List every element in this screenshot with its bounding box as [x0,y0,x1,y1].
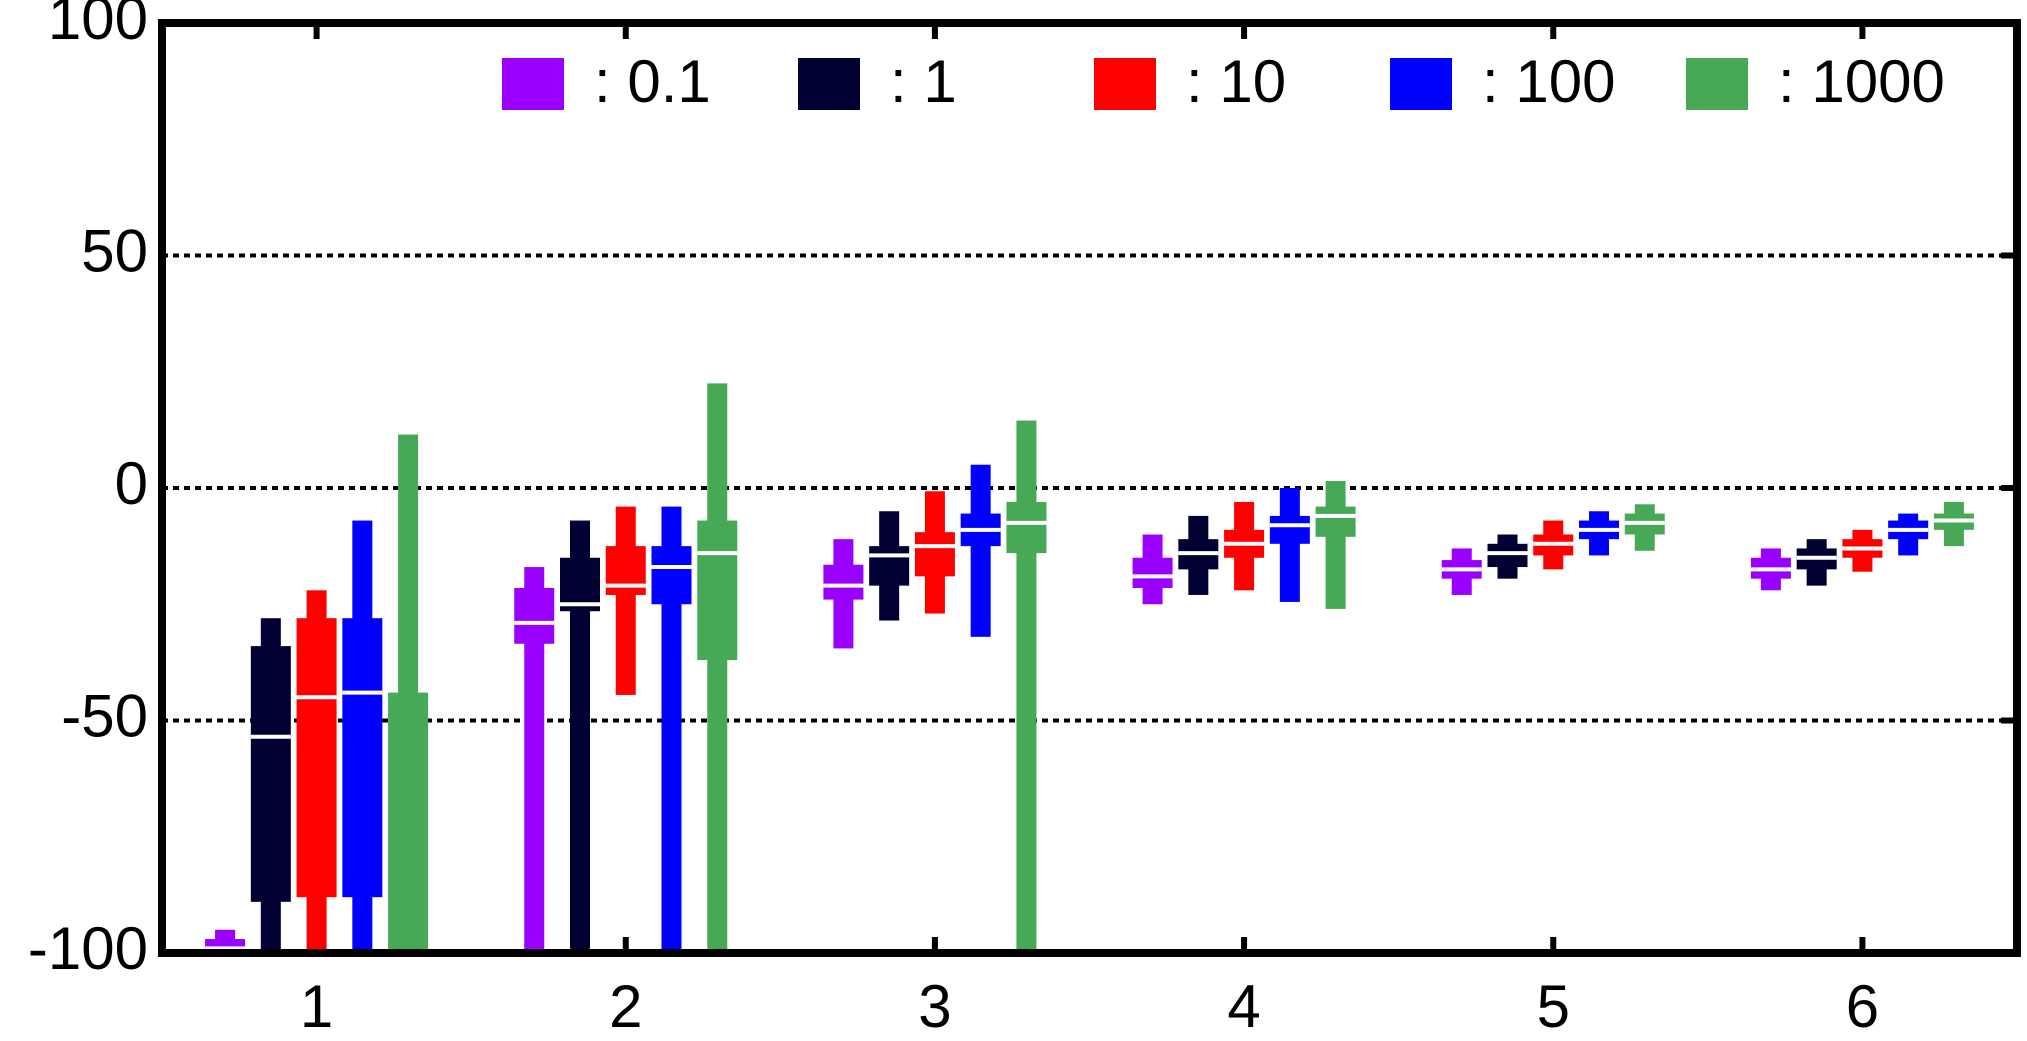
box [1487,543,1528,568]
whisker [1016,420,1037,953]
x-tick-label: 6 [1846,973,1879,1040]
whisker [1279,488,1300,602]
box [697,520,738,661]
legend-swatch [1094,58,1156,110]
box [1269,515,1310,544]
box [914,532,955,577]
box [1315,506,1356,537]
box [823,564,864,600]
legend-swatch [1390,58,1452,110]
y-tick-label: 0 [115,450,148,517]
y-tick-label: -50 [61,682,148,749]
whisker [707,383,728,953]
box [869,546,910,586]
box [1006,501,1047,554]
box [250,646,291,902]
x-tick-label: 2 [609,973,642,1040]
legend-label: : 100 [1482,48,1615,115]
frame [158,19,2021,957]
x-tick-label: 4 [1227,973,1260,1040]
x-tick-label: 5 [1537,973,1570,1040]
x-tick-label: 3 [918,973,951,1040]
legend-label: : 1 [890,48,957,115]
legend-swatch [1686,58,1748,110]
legend-label: : 0.1 [594,48,711,115]
x-tick-label: 1 [300,973,333,1040]
box [388,692,429,953]
legend-swatch [502,58,564,110]
whisker [970,464,991,637]
y-tick-label: 50 [81,217,148,284]
y-tick-label: -100 [28,915,148,982]
whisker [569,520,590,953]
legend-label: : 1000 [1778,48,1945,115]
whisker [615,506,636,695]
whisker [524,567,545,953]
legend-swatch [798,58,860,110]
box [514,587,555,644]
whisker [1325,481,1346,609]
box [296,618,337,898]
whisker [661,506,682,953]
box [651,546,692,605]
y-tick-label: 100 [48,0,148,52]
box [342,618,383,898]
box [1132,557,1173,588]
legend-label: : 10 [1186,48,1286,115]
